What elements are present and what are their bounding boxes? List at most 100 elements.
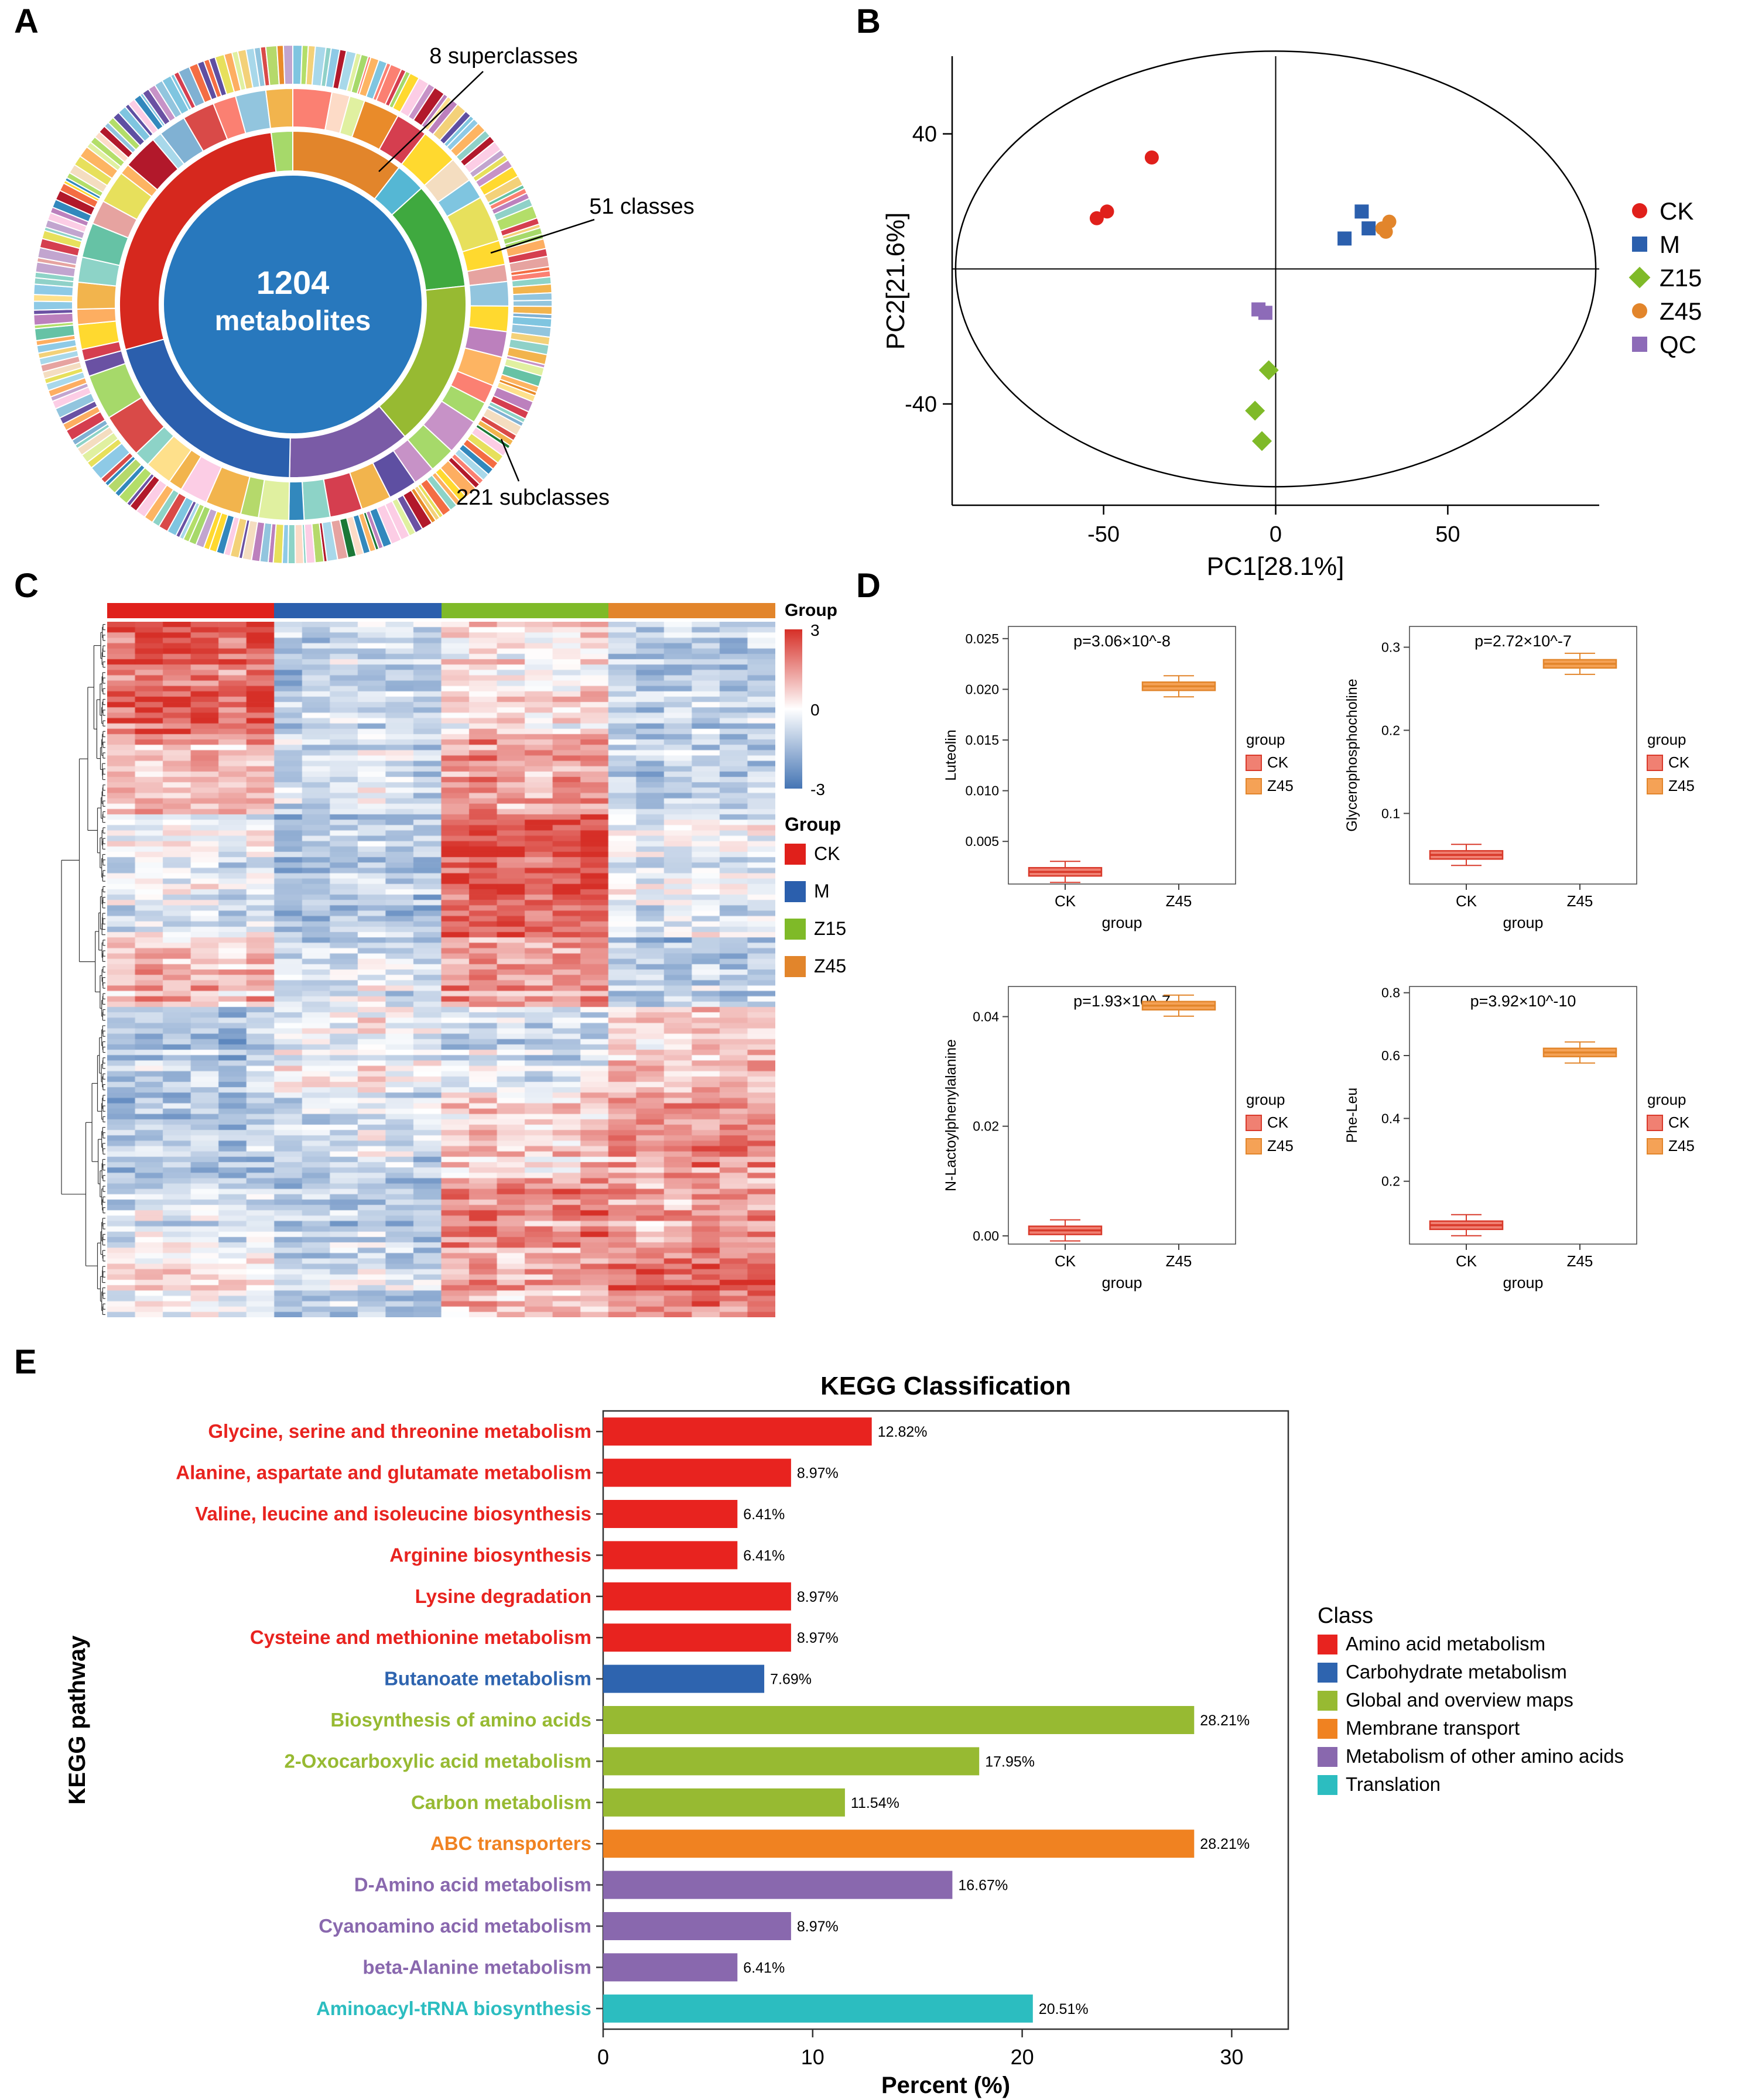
boxplot-Glycerophosphocholine: p=2.72×10^-7 0.1 0.2 0.3 Glycerophosphocholi…: [1344, 626, 1695, 931]
legend-label: Amino acid metabolism: [1346, 1633, 1545, 1654]
bar-value-label: 17.95%: [985, 1753, 1035, 1770]
pathway-label: Glycine, serine and threonine metabolism: [208, 1420, 591, 1442]
heatmap-legend-title: Group: [785, 814, 841, 835]
x-tick-label: -50: [1087, 522, 1120, 547]
pathway-label: Alanine, aspartate and glutamate metabol…: [176, 1462, 591, 1484]
legend-swatch: [1318, 1635, 1337, 1654]
legend-label: Translation: [1346, 1773, 1441, 1795]
bar: [603, 1747, 980, 1776]
legend-label-CK: CK: [1668, 1114, 1690, 1131]
y-axis-label: N-Lactoylphenylalanine: [943, 1039, 959, 1191]
bar-value-label: 7.69%: [770, 1671, 812, 1688]
x-tick-label: 0: [1270, 522, 1282, 547]
bar: [603, 1500, 738, 1528]
kegg-legend-title: Class: [1318, 1604, 1373, 1628]
legend-swatch: [1318, 1775, 1337, 1795]
heatmap-column-annotation-bar: [107, 603, 775, 618]
data-point-M: [1361, 221, 1376, 236]
pathway-label: 2-Oxocarboxylic acid metabolism: [284, 1750, 591, 1772]
legend-key-CK: [1246, 755, 1262, 771]
x-tick-label: Z45: [1166, 892, 1192, 910]
legend-swatch: [1318, 1747, 1337, 1767]
pathway-label: Carbon metabolism: [411, 1791, 591, 1813]
heatmap-legend-item-M: M: [785, 881, 830, 902]
legend-swatch-Z15: [785, 918, 806, 940]
annotation-line-superclasses: [378, 71, 484, 172]
y-axis-label: Glycerophosphocholine: [1344, 679, 1360, 831]
boxplot-Luteolin: p=3.06×10^-8 0.005 0.010 0.015 0.020 0.025 Lut…: [943, 626, 1294, 931]
y-tick-label: 0.025: [965, 631, 999, 646]
legend-key-Z45: [1246, 1138, 1262, 1155]
legend-label-Z45: Z45: [1668, 1137, 1695, 1155]
x-axis-label: group: [1503, 914, 1543, 931]
data-point-Z15: [1252, 431, 1272, 451]
annotation-classes: 51 classes: [589, 194, 694, 219]
column-group-Z15: [441, 603, 608, 618]
x-tick-label: 30: [1220, 2045, 1243, 2069]
legend-label-CK: CK: [1267, 1114, 1289, 1131]
pathway-label: Lysine degradation: [415, 1585, 591, 1607]
data-point-CK: [1100, 204, 1114, 219]
superclass-segment: [270, 130, 293, 173]
legend-marker-Z45: [1632, 303, 1647, 318]
data-point-Z15: [1245, 400, 1265, 421]
bar-value-label: 11.54%: [851, 1795, 899, 1811]
x-tick-label: CK: [1055, 1252, 1076, 1270]
legend-label: Membrane transport: [1346, 1717, 1520, 1739]
colorbar-tick-label: -3: [810, 780, 825, 799]
subclass-segment: [512, 292, 553, 302]
data-point-M: [1354, 204, 1369, 219]
legend-label-Z45: Z45: [1267, 1137, 1294, 1155]
pathway-label: Cysteine and methionine metabolism: [250, 1626, 591, 1648]
x-tick-label: Z45: [1567, 1252, 1593, 1270]
y-tick-label: 0.020: [965, 681, 999, 697]
bar: [603, 1664, 765, 1693]
y-axis-label: Phe-Leu: [1344, 1088, 1360, 1143]
legend-key-CK: [1246, 1115, 1262, 1131]
bar-value-label: 6.41%: [743, 1959, 785, 1976]
legend-key-Z45: [1647, 778, 1663, 794]
data-point-CK: [1089, 211, 1104, 225]
bar: [603, 1623, 791, 1652]
bar-value-label: 16.67%: [958, 1878, 1008, 1894]
superclass-segment: [119, 132, 277, 351]
bar: [603, 1912, 791, 1940]
legend-label: Metabolism of other amino acids: [1346, 1745, 1624, 1767]
pathway-label: Butanoate metabolism: [384, 1668, 591, 1690]
y-tick-label: 0.3: [1381, 640, 1400, 655]
bar-value-label: 28.21%: [1200, 1836, 1250, 1852]
legend-title: group: [1246, 731, 1285, 748]
panel-label-B: B: [856, 2, 881, 40]
annotation-line-subclasses: [500, 439, 520, 482]
pathway-label: Valine, leucine and isoleucine biosynthe…: [195, 1503, 591, 1525]
row-dendrogram: [61, 624, 105, 1316]
panel-label-E: E: [14, 1343, 37, 1381]
data-point-QC: [1258, 306, 1272, 320]
sunburst-center-value: 1204: [256, 264, 330, 301]
sunburst-chart: 8 superclasses 51 classes 221 subclasses…: [33, 44, 694, 564]
pca-y-axis-label: PC2[21.6%]: [881, 213, 910, 350]
bar-value-label: 12.82%: [878, 1424, 928, 1440]
bar: [603, 1706, 1195, 1734]
legend-swatch: [1318, 1663, 1337, 1683]
legend-key-CK: [1647, 1115, 1663, 1131]
legend-label-M: M: [1660, 231, 1680, 258]
subclass-segment: [512, 299, 553, 307]
class-segment: [288, 481, 305, 521]
class-segment: [265, 87, 293, 129]
heatmap-annotation-name: Group: [785, 601, 837, 620]
bar: [603, 1994, 1033, 2023]
data-point-CK: [1144, 150, 1159, 165]
class-segment: [468, 280, 509, 307]
legend-key-CK: [1647, 755, 1663, 771]
data-point-Z15: [1258, 360, 1279, 381]
plot-border: [1409, 986, 1637, 1245]
pca-plot-area: 40 -40 -50 0 50: [905, 50, 1599, 547]
panel-label-C: C: [14, 567, 39, 605]
y-tick-label: 0.8: [1381, 985, 1400, 1001]
sunburst-rings: [33, 44, 553, 564]
legend-marker-QC: [1632, 337, 1647, 352]
bar-value-label: 8.97%: [797, 1919, 839, 1935]
bar-value-label: 8.97%: [797, 1589, 839, 1605]
